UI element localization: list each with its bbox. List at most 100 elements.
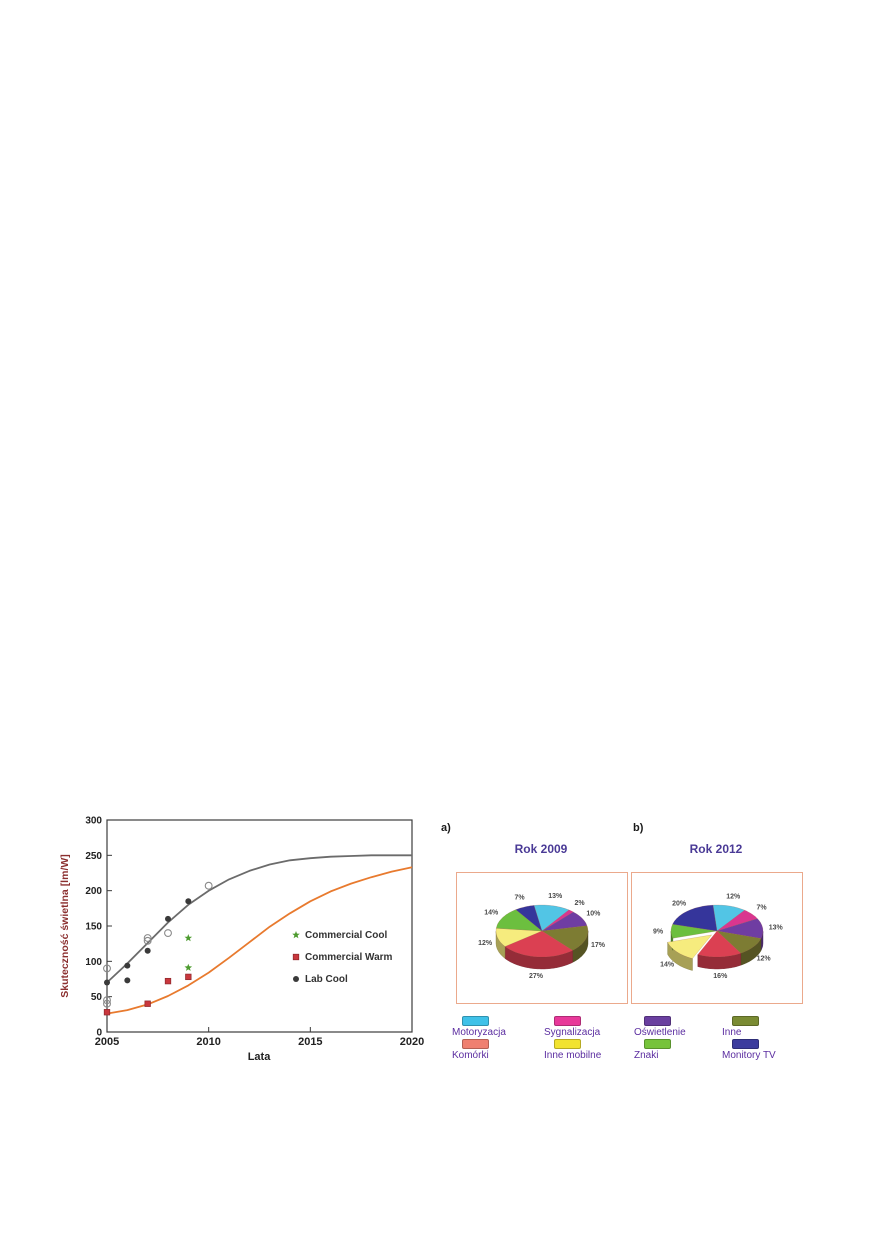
pie-percent-label: 7% — [757, 905, 768, 912]
chart-legend-label: Commercial Warm — [305, 952, 393, 963]
legend-label: Inne — [722, 1027, 742, 1038]
pie-percent-label: 12% — [478, 940, 493, 947]
legend-swatch — [554, 1016, 581, 1026]
pie-percent-label: 12% — [726, 893, 741, 900]
y-axis-label: Skuteczność świetlna [lm/W] — [59, 854, 71, 998]
legend-item-inne-mobilne: Inne mobilne — [544, 1039, 634, 1061]
circle-marker — [124, 962, 131, 969]
x-axis-label: Lata — [248, 1051, 272, 1063]
y-tick-label: 250 — [85, 851, 102, 862]
pie-slice — [667, 934, 713, 959]
chart-legend-label: Commercial Cool — [305, 930, 387, 941]
y-tick-label: 100 — [85, 957, 102, 968]
x-tick-label: 2005 — [95, 1036, 119, 1048]
pie-percent-label: 12% — [757, 956, 772, 963]
legend-item-o-wietlenie: Oświetlenie — [634, 1016, 722, 1038]
pie-percent-label: 13% — [769, 924, 784, 931]
legend-swatch — [462, 1039, 489, 1049]
pie-chart-2009: 13% 2%10% 17% 27% 12% 14% 7% — [478, 893, 606, 980]
pie-percent-label: 9% — [653, 929, 664, 936]
pie-percent-label: 20% — [672, 900, 687, 907]
circle-marker — [293, 976, 299, 982]
legend-item-motoryzacja: Motoryzacja — [452, 1016, 544, 1038]
square-marker — [185, 973, 192, 981]
pie-slice-side — [667, 942, 693, 971]
open-circle-marker — [143, 934, 152, 942]
legend-item-monitory-tv: Monitory TV — [722, 1039, 818, 1061]
pie-legend: Motoryzacja Sygnalizacja Oświetlenie Inne Ko… — [452, 1016, 818, 1061]
pie-percent-label: 14% — [660, 961, 675, 968]
legend-item-sygnalizacja: Sygnalizacja — [544, 1016, 634, 1038]
pie-slice — [515, 905, 543, 932]
y-tick-label: 0 — [96, 1028, 102, 1039]
legend-item-kom-rki: Komórki — [452, 1039, 544, 1061]
pie-slice — [697, 930, 742, 958]
legend-label: Komórki — [452, 1050, 489, 1061]
star-marker — [292, 931, 300, 939]
legend-label: Inne mobilne — [544, 1050, 602, 1061]
square-marker — [103, 1009, 111, 1016]
pie-slice — [672, 904, 718, 932]
circle-marker — [144, 947, 151, 954]
circle-marker — [104, 979, 110, 986]
pie-slice — [504, 930, 573, 958]
square-marker — [164, 977, 172, 985]
legend-item-znaki: Znaki — [634, 1039, 722, 1061]
chart-legend-label: Lab Cool — [305, 974, 348, 985]
legend-label: Motoryzacja — [452, 1027, 506, 1038]
pie-2012-title: Rok 2012 — [689, 842, 743, 856]
panel-a-label: a) — [441, 822, 451, 834]
pie-slice — [670, 923, 718, 939]
pie-slice — [495, 928, 543, 947]
pie-2012-frame: 12% 7% 13% 12% 16% 14% 9% 20% — [631, 872, 803, 1004]
pie-percent-label: 10% — [586, 910, 601, 917]
star-marker — [184, 934, 193, 942]
circle-marker — [165, 915, 171, 922]
pie-slice — [495, 909, 543, 932]
pie-slice — [716, 930, 762, 954]
open-circle-marker — [164, 929, 172, 938]
star-marker — [184, 963, 193, 971]
square-marker — [292, 953, 300, 961]
open-circle-marker — [103, 996, 111, 1005]
pie-2009-title: Rok 2009 — [514, 842, 568, 856]
y-tick-label: 50 — [91, 992, 103, 1003]
pie-slice — [533, 904, 570, 932]
legend-swatch — [732, 1039, 759, 1049]
open-circle-marker — [204, 881, 213, 890]
legend-swatch — [462, 1016, 489, 1026]
y-tick-label: 200 — [85, 886, 102, 897]
legend-swatch — [644, 1016, 671, 1026]
open-circle-marker — [143, 936, 152, 945]
pie-slice — [716, 909, 758, 932]
pie-percent-label: 14% — [484, 910, 499, 917]
legend-label: Oświetlenie — [634, 1027, 686, 1038]
pie-slice — [712, 904, 745, 932]
pie-slice — [541, 911, 588, 932]
x-tick-label: 2015 — [298, 1036, 322, 1048]
pie-percent-label: 17% — [591, 942, 606, 949]
pie-slice — [541, 925, 589, 951]
pie-percent-label: 16% — [713, 973, 728, 980]
legend-label: Znaki — [634, 1050, 659, 1061]
x-tick-label: 2010 — [196, 1036, 220, 1048]
circle-marker — [124, 977, 131, 984]
pie-slice-side — [495, 931, 506, 959]
legend-label: Monitory TV — [722, 1050, 776, 1061]
pie-percent-label: 7% — [515, 895, 526, 902]
y-tick-label: 150 — [85, 922, 102, 933]
pie-slice — [716, 918, 764, 939]
panel-b-label: b) — [633, 822, 644, 834]
legend-swatch — [644, 1039, 671, 1049]
legend-item-inne: Inne — [722, 1016, 818, 1038]
legend-swatch — [732, 1016, 759, 1026]
open-circle-marker — [103, 964, 111, 973]
open-circle-marker — [103, 999, 111, 1008]
trend-curve — [106, 854, 412, 984]
pie-percent-label: 27% — [529, 973, 544, 980]
legend-label: Sygnalizacja — [544, 1027, 601, 1038]
pie-2009-frame: 13% 2% 10% 17% 27% 12% 14% 7% — [456, 872, 628, 1004]
x-tick-label: 2020 — [400, 1036, 424, 1048]
efficacy-line-chart: 0 50 100 150 200 250 300 2005 2010 2015 2020 Lata Sk… — [59, 816, 424, 1064]
pie-percent-label: 13% — [548, 893, 563, 900]
